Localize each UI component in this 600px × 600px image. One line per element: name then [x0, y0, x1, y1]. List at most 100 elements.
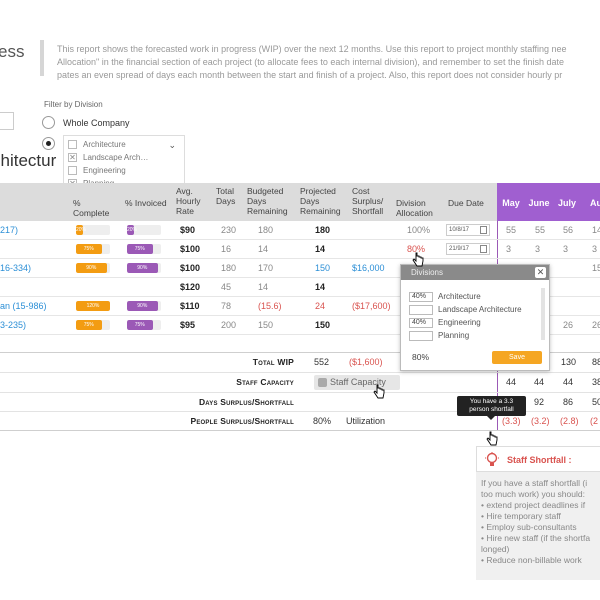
- hand-cursor-icon: [486, 431, 498, 446]
- total-days: 16: [221, 244, 232, 254]
- popup-total: 80%: [412, 352, 430, 362]
- checkbox[interactable]: [68, 140, 77, 149]
- invoiced-progress-bar-fill: 75%: [127, 244, 153, 254]
- pct-input[interactable]: 40%: [409, 291, 433, 302]
- month-value: 3: [563, 244, 569, 254]
- invoiced-progress-bar-fill: 90%: [127, 301, 158, 311]
- due-date-field[interactable]: 10/8/17: [446, 224, 490, 236]
- people-pct: 80%: [313, 416, 332, 426]
- header-due-date: Due Date: [448, 198, 484, 208]
- cost-surplus: $16,000: [352, 263, 385, 273]
- month-header-may: May: [497, 183, 525, 221]
- staff-capacity-month: 44: [506, 377, 517, 387]
- project-link[interactable]: 16-334): [0, 263, 32, 273]
- month-value: 55: [535, 225, 546, 235]
- month-header-june: June: [525, 183, 553, 221]
- popup-scrollbar[interactable]: [541, 288, 545, 340]
- days-surplus-label: Days Surplus/Shortfall: [198, 397, 294, 407]
- complete-progress-bar: 75%: [76, 244, 110, 254]
- projected-days: 180: [315, 225, 331, 235]
- hourly-rate: $120: [180, 282, 201, 292]
- invoiced-progress-bar: 90%: [127, 263, 161, 273]
- budgeted-days: 170: [258, 263, 274, 273]
- calendar-icon[interactable]: [480, 245, 487, 253]
- left-input-box[interactable]: [0, 112, 14, 130]
- shortfall-header: Staff Shortfall :: [476, 446, 600, 472]
- table-row[interactable]: [0, 240, 600, 259]
- invoiced-progress-bar: 75%: [127, 244, 161, 254]
- table-row[interactable]: [0, 297, 600, 316]
- projected-days: 14: [315, 244, 326, 254]
- division-option-landscape[interactable]: ✕ Landscape Arch…: [68, 153, 149, 162]
- whole-company-radio[interactable]: [42, 116, 55, 129]
- header-projected-days: Projected Days Remaining: [300, 186, 341, 216]
- popup-row-engineering: 40% Engineering: [409, 317, 481, 328]
- budgeted-days: 150: [258, 320, 274, 330]
- invoiced-progress-bar: 20%: [127, 225, 161, 235]
- complete-progress-bar: 90%: [76, 263, 110, 273]
- cost-surplus: ($17,600): [352, 301, 391, 311]
- days-month: 86: [563, 397, 574, 407]
- popup-row-architecture: 40% Architecture: [409, 291, 481, 302]
- month-value: 3: [592, 244, 598, 254]
- days-month: 92: [534, 397, 545, 407]
- lightbulb-icon: [485, 452, 499, 466]
- pct-input[interactable]: [409, 304, 433, 315]
- month-value: 26: [592, 320, 600, 330]
- table-row[interactable]: [0, 221, 600, 240]
- divisions-popup: Divisions ✕ 40% Architecture Landscape Ar…: [400, 264, 550, 371]
- project-link[interactable]: 217): [0, 225, 19, 235]
- staff-capacity-label: Staff Capacity: [236, 377, 294, 387]
- people-month: (2: [590, 416, 599, 426]
- division-radio[interactable]: [42, 137, 55, 150]
- division-option-engineering[interactable]: Engineering: [64, 164, 184, 177]
- save-button[interactable]: Save: [492, 351, 542, 364]
- hand-cursor-icon: [373, 384, 385, 399]
- checkbox-checked[interactable]: ✕: [68, 153, 77, 162]
- total-days: 200: [221, 320, 237, 330]
- project-link[interactable]: an (15-986): [0, 301, 47, 311]
- filter-label: Filter by Division: [44, 100, 103, 109]
- complete-progress-bar: 75%: [76, 320, 110, 330]
- total-days: 45: [221, 282, 232, 292]
- total-days: 230: [221, 225, 237, 235]
- staff-capacity-button[interactable]: Staff Capacity: [314, 375, 400, 390]
- description-line: pates an even spread of days each month …: [57, 70, 563, 80]
- pct-input[interactable]: 40%: [409, 317, 433, 328]
- complete-progress-bar-fill: 90%: [76, 263, 107, 273]
- hourly-rate: $90: [180, 225, 196, 235]
- description-line: Allocation" in the financial section of …: [57, 57, 564, 67]
- division-allocation: 80%: [407, 244, 426, 254]
- projected-days: 150: [315, 320, 331, 330]
- hourly-rate: $100: [180, 263, 201, 273]
- header-cost-surplus: Cost Surplus/ Shortfall: [352, 186, 384, 216]
- report-description: This report shows the forecasted work in…: [57, 43, 600, 82]
- calendar-icon[interactable]: [480, 226, 487, 234]
- budgeted-days: 180: [258, 225, 274, 235]
- staff-capacity-month: 44: [563, 377, 574, 387]
- budgeted-days: 14: [258, 244, 269, 254]
- division-option-architecture[interactable]: Architecture: [64, 138, 184, 151]
- project-link[interactable]: 3-235): [0, 320, 27, 330]
- checkbox[interactable]: [68, 166, 77, 175]
- people-utilization: Utilization: [346, 416, 386, 426]
- month-value: 3: [535, 244, 541, 254]
- table-row[interactable]: [0, 259, 600, 278]
- close-icon[interactable]: ✕: [535, 267, 546, 278]
- due-date-field[interactable]: 21/9/17: [446, 243, 490, 255]
- due-date-value: 10/8/17: [449, 227, 470, 233]
- table-row[interactable]: [0, 316, 600, 335]
- popup-title: Divisions: [401, 265, 549, 280]
- invoiced-progress-bar: 90%: [127, 301, 161, 311]
- complete-progress-bar-fill: 75%: [76, 244, 102, 254]
- hourly-rate: $100: [180, 244, 201, 254]
- projected-days: 24: [315, 301, 326, 311]
- chevron-down-icon[interactable]: ⌄: [168, 140, 176, 150]
- shortfall-tooltip: You have a 3.3 person shortfall: [457, 396, 526, 420]
- header-pct-complete: % Complete: [73, 198, 110, 218]
- pct-input[interactable]: [409, 330, 433, 341]
- table-row[interactable]: [0, 278, 600, 297]
- total-days: 78: [221, 301, 232, 311]
- shortfall-title: Staff Shortfall :: [507, 455, 572, 465]
- month-header-july: July: [553, 183, 581, 221]
